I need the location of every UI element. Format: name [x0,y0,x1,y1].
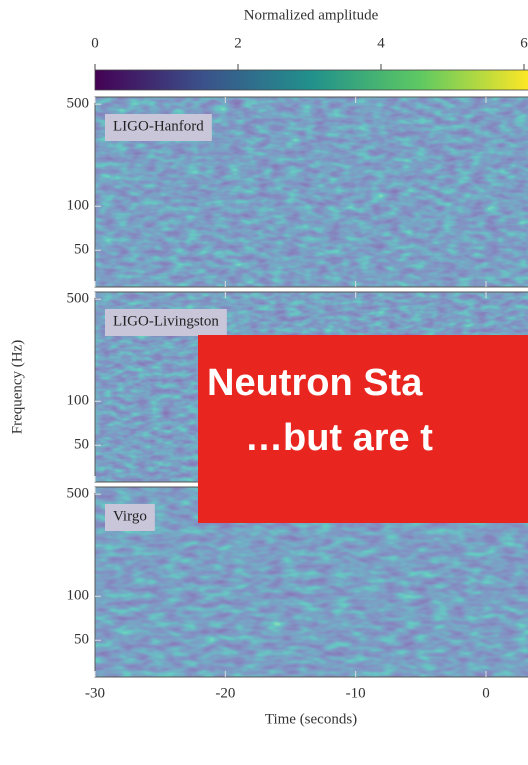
colorbar-tick-label: 0 [91,35,99,51]
y-tick-label: 50 [74,437,89,453]
panel-label-box [105,114,212,141]
x-tick-label: -10 [346,685,366,701]
y-tick-label: 500 [67,486,90,502]
panel-label: LIGO-Livingston [113,313,219,329]
y-tick-label: 50 [74,242,89,258]
y-tick-label: 500 [67,291,90,307]
colorbar-tick-label: 4 [377,35,385,51]
panel-label-box [105,504,155,531]
y-tick-label: 500 [67,96,90,112]
banner-text: …but are t [245,417,433,459]
panel-label: LIGO-Hanford [113,118,204,134]
x-tick-label: -20 [215,685,235,701]
y-tick-label: 100 [67,393,90,409]
colorbar [94,69,528,91]
panel-frame [94,96,528,288]
x-axis-label: Time (seconds) [265,711,357,727]
x-tick-label: -30 [85,685,105,701]
x-tick-label: 0 [482,685,490,701]
y-axis-label: Frequency (Hz) [9,340,25,435]
y-tick-label: 100 [67,588,90,604]
y-tick-label: 100 [67,198,90,214]
colorbar-tick-label: 2 [234,35,242,51]
colorbar-label: Normalized amplitude [244,7,379,23]
banner-text: Neutron Sta [207,362,423,404]
y-tick-label: 50 [74,632,89,648]
colorbar-tick-label: 6 [520,35,528,51]
panel-label-box [105,309,227,336]
panel-label: Virgo [113,508,147,524]
banner [198,335,528,523]
